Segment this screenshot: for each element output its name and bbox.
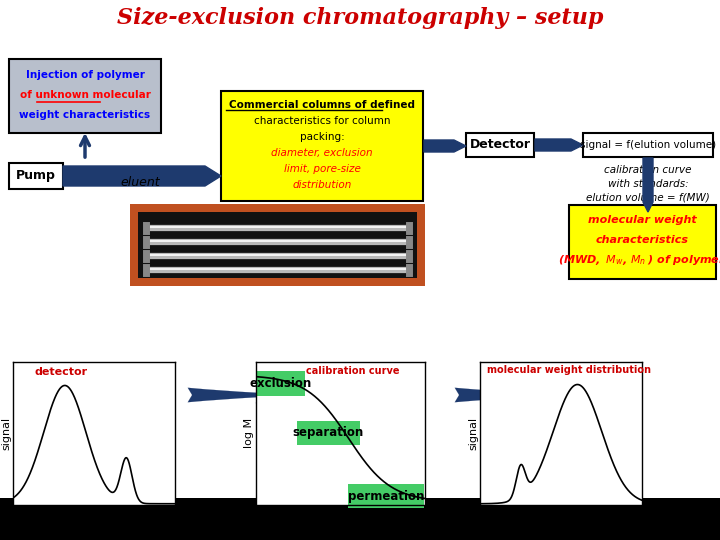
Y-axis label: signal: signal [1,417,12,450]
Text: Size-exclusion chromatography – setup: Size-exclusion chromatography – setup [117,7,603,29]
Text: detector: detector [35,367,88,376]
Text: molecular weight distribution: molecular weight distribution [487,364,652,375]
Text: weight characteristics: weight characteristics [19,110,150,120]
Bar [0,498,720,540]
Text: signal = f(elution volume): signal = f(elution volume) [580,140,716,150]
FancyBboxPatch shape [256,371,305,395]
Text: elution volume = f(MW): elution volume = f(MW) [586,193,710,203]
Text: Injection of polymer: Injection of polymer [26,70,145,80]
Text: with standards:: with standards: [608,179,688,189]
Text: exclusion: exclusion [250,377,312,390]
FancyBboxPatch shape [130,204,425,286]
Text: calibration curve: calibration curve [306,366,400,376]
FancyBboxPatch shape [297,421,360,444]
Y-axis label: signal: signal [469,417,479,450]
Text: calibration curve: calibration curve [604,165,692,175]
Y-axis label: log M: log M [244,418,254,448]
Text: (MWD,  $M_w$, $M_n$ ) of polymer: (MWD, $M_w$, $M_n$ ) of polymer [558,253,720,267]
Text: Commercial columns of defined: Commercial columns of defined [229,100,415,110]
FancyBboxPatch shape [221,91,423,201]
Text: packing:: packing: [300,132,344,142]
FancyBboxPatch shape [466,133,534,157]
Text: of unknown molecular: of unknown molecular [19,90,150,100]
Text: distribution: distribution [292,180,351,190]
FancyArrow shape [63,166,221,186]
Text: Detector: Detector [469,138,531,152]
FancyArrow shape [535,139,583,151]
FancyBboxPatch shape [9,59,161,133]
FancyBboxPatch shape [569,205,716,279]
Text: characteristics: characteristics [596,235,689,245]
X-axis label: elution volume: elution volume [299,510,382,521]
Text: limit, pore-size: limit, pore-size [284,164,361,174]
Text: separation: separation [293,427,364,440]
X-axis label: elution volume: elution volume [53,510,135,521]
Text: diameter, exclusion: diameter, exclusion [271,148,373,158]
Text: permeation: permeation [348,490,424,503]
FancyArrow shape [643,158,653,212]
FancyBboxPatch shape [583,133,713,157]
Text: eluent: eluent [120,176,160,188]
FancyArrow shape [424,140,466,152]
X-axis label: log M: log M [546,510,576,521]
Text: characteristics for column: characteristics for column [253,116,390,126]
FancyBboxPatch shape [9,163,63,189]
FancyBboxPatch shape [348,484,424,508]
Text: Pump: Pump [16,170,56,183]
Text: molecular weight: molecular weight [588,215,697,225]
FancyBboxPatch shape [138,212,417,278]
